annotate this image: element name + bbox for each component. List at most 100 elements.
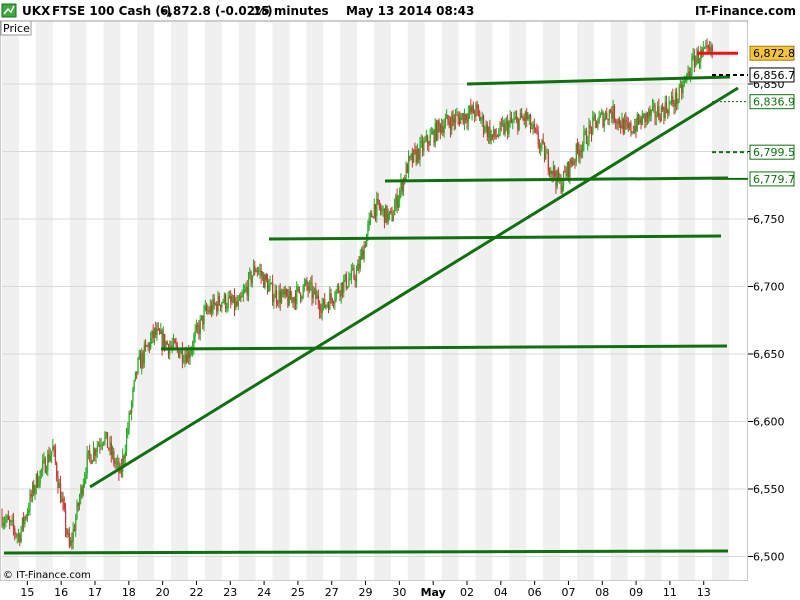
candle-body (71, 540, 73, 542)
candle-body (336, 286, 339, 291)
candle-body (671, 96, 673, 103)
candle-body (165, 341, 167, 348)
candle-body (358, 263, 360, 269)
header-symbol: UKX (22, 4, 51, 18)
candle-body (286, 289, 288, 296)
candle-body (413, 149, 415, 163)
candle-body (30, 494, 32, 497)
candle-body (232, 295, 234, 303)
candle-body (580, 150, 583, 152)
candle-body (320, 311, 322, 314)
candle-body (72, 529, 74, 542)
price-level-label: 6,799.5 (753, 146, 795, 159)
candle-body (315, 288, 317, 299)
candle-body (228, 296, 231, 298)
candle-body (380, 207, 382, 212)
candle-body (161, 330, 163, 349)
candle-body (508, 122, 510, 134)
candle-body (317, 295, 320, 305)
candle-body (34, 487, 36, 494)
candle-body (251, 275, 253, 284)
candle-body (598, 116, 600, 124)
candle-body (231, 301, 233, 303)
candle-body (526, 112, 528, 120)
candle-body (61, 498, 63, 503)
candle-body (507, 121, 509, 134)
candle-body (505, 121, 508, 124)
candle-body (697, 50, 699, 64)
candle-body (156, 329, 158, 335)
candle-body (45, 470, 48, 473)
candle-body (439, 124, 442, 133)
candle-body (644, 113, 646, 122)
candle-body (557, 170, 560, 181)
candle-body (485, 124, 487, 131)
candle-body (227, 297, 229, 308)
candle-body (538, 144, 541, 149)
candle-body (711, 45, 713, 54)
candle-body (449, 124, 452, 131)
day-band (576, 22, 594, 580)
candle-body (65, 508, 67, 530)
trendline (89, 86, 739, 489)
candle-body (362, 250, 364, 260)
candle-body (226, 307, 228, 309)
candle-body (123, 456, 125, 459)
candle-body (484, 130, 486, 132)
candle-body (263, 274, 265, 288)
candle-body (571, 163, 574, 165)
candle-body (131, 402, 133, 414)
candle-body (256, 270, 259, 272)
candle-body (477, 107, 480, 113)
candle-body (164, 334, 166, 348)
candle-body (626, 121, 628, 125)
candle-body (14, 528, 16, 534)
plot-area[interactable] (0, 20, 749, 582)
candle-body (593, 115, 595, 118)
candle-body (99, 444, 101, 446)
candle-body (308, 283, 311, 291)
candle-body (590, 127, 593, 134)
candle-body (63, 502, 65, 509)
y-tick-label: 6,750 (753, 213, 785, 226)
candle-body (469, 106, 471, 114)
candle-body (7, 516, 10, 520)
candle-body (176, 344, 179, 349)
candle-body (585, 130, 588, 144)
candle-body (345, 274, 347, 288)
candle-body (218, 295, 220, 305)
candle-body (522, 117, 524, 119)
candle-body (409, 156, 411, 158)
candle-body (710, 45, 712, 51)
candle-body (73, 529, 76, 531)
candle-body (514, 117, 516, 120)
candle-body (56, 463, 58, 478)
day-band (2, 22, 19, 580)
candle-body (241, 295, 243, 298)
candle-body (546, 152, 548, 154)
panel-label: Price (3, 22, 30, 35)
candle-body (443, 125, 445, 133)
candle-body (95, 451, 97, 456)
candle-body (701, 49, 703, 53)
candle-body (204, 306, 206, 310)
candle-body (333, 302, 335, 304)
candle-body (486, 124, 489, 138)
candle-body (104, 435, 106, 442)
candle-body (637, 114, 640, 123)
header-brand[interactable]: IT-Finance.com (695, 4, 796, 18)
candle-body (566, 162, 569, 177)
trendline (466, 75, 731, 86)
candle-body (545, 153, 547, 160)
candle-body (186, 351, 189, 363)
x-tick-label: 22 (189, 586, 203, 599)
candle-body (194, 330, 196, 337)
candle-body (47, 453, 49, 471)
candle-body (690, 74, 692, 77)
candle-body (392, 215, 394, 221)
candle-body (106, 432, 109, 449)
candle-body (686, 74, 688, 78)
trendline (160, 344, 728, 351)
candle-body (632, 131, 635, 133)
